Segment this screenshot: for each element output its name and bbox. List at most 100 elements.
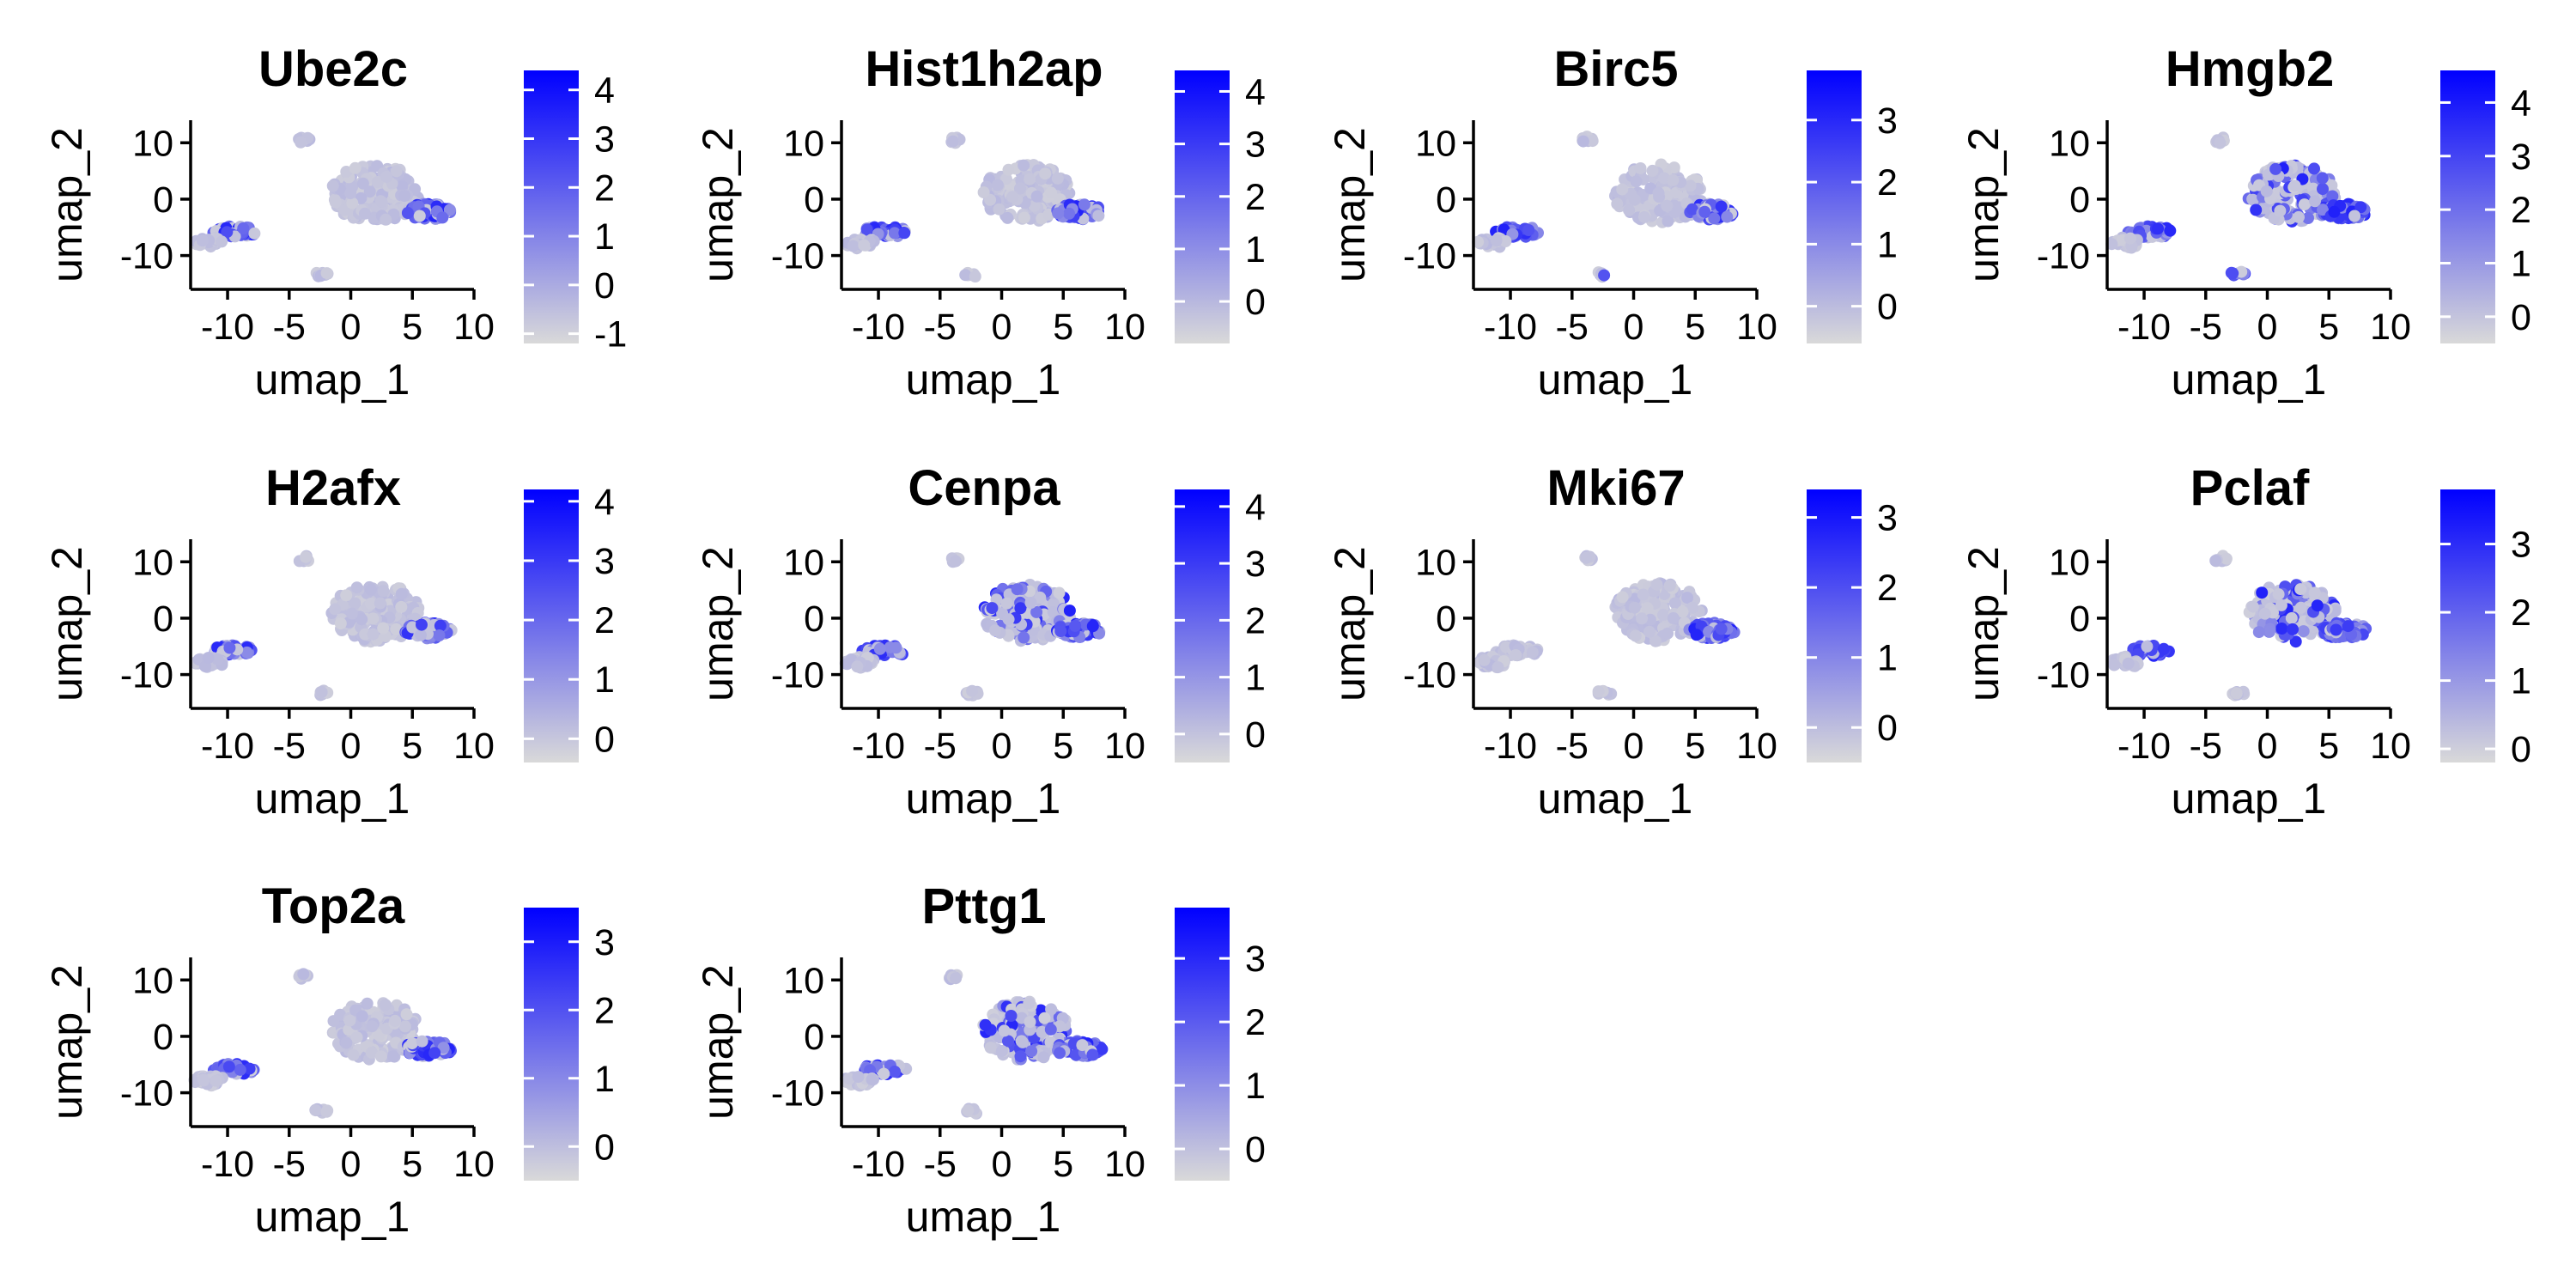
x-tick-label: 10 bbox=[2370, 307, 2411, 348]
cell-point bbox=[1002, 163, 1015, 176]
x-tick-label: -5 bbox=[2190, 726, 2222, 767]
cell-point bbox=[873, 642, 886, 655]
cell-point bbox=[1045, 1003, 1058, 1016]
cell-point bbox=[415, 629, 427, 641]
x-tick-label: -10 bbox=[1484, 307, 1537, 348]
cell-point bbox=[847, 240, 860, 252]
y-tick-label: 0 bbox=[153, 598, 173, 640]
panel-title: Birc5 bbox=[1553, 41, 1678, 97]
y-tick-label: -10 bbox=[120, 655, 173, 696]
cell-point bbox=[367, 612, 380, 625]
x-tick-label: -5 bbox=[273, 307, 306, 348]
colorbar-tick-label: 2 bbox=[1245, 1002, 1266, 1043]
cell-point bbox=[1637, 588, 1649, 601]
cell-point bbox=[1638, 210, 1650, 223]
y-axis-title: umap_2 bbox=[694, 964, 742, 1120]
colorbar bbox=[2440, 70, 2495, 343]
x-tick-label: 10 bbox=[1104, 726, 1145, 767]
cell-point bbox=[888, 227, 901, 240]
x-tick-label: 5 bbox=[1053, 726, 1073, 767]
cell-point bbox=[240, 646, 253, 659]
cell-point bbox=[1686, 203, 1698, 216]
cell-points bbox=[839, 552, 1106, 702]
x-axis-title: umap_1 bbox=[906, 355, 1061, 404]
x-tick-label: 0 bbox=[2257, 307, 2278, 348]
y-tick-label: 0 bbox=[2069, 598, 2090, 640]
cell-point bbox=[386, 1050, 399, 1063]
cell-point bbox=[196, 234, 209, 247]
x-axis-title: umap_1 bbox=[255, 1193, 410, 1241]
cell-point bbox=[1681, 592, 1694, 605]
cell-point bbox=[1054, 1047, 1066, 1060]
cell-point bbox=[2309, 195, 2321, 208]
x-tick-label: -5 bbox=[2190, 307, 2222, 348]
cell-point bbox=[1018, 211, 1030, 224]
cell-point bbox=[1510, 649, 1522, 661]
cell-point bbox=[2288, 179, 2301, 192]
x-tick-label: 10 bbox=[1736, 307, 1777, 348]
cell-point bbox=[1030, 605, 1043, 618]
y-tick-label: 0 bbox=[2069, 179, 2090, 221]
colorbar-tick-label: 1 bbox=[2511, 661, 2531, 702]
cell-point bbox=[1623, 204, 1636, 216]
cell-point bbox=[349, 597, 361, 610]
cell-point bbox=[405, 1037, 418, 1050]
cell-point bbox=[1478, 653, 1491, 666]
cell-points bbox=[189, 550, 458, 702]
cell-point bbox=[1636, 612, 1649, 625]
colorbar bbox=[1175, 908, 1230, 1181]
cell-point bbox=[890, 641, 902, 654]
cell-point bbox=[1023, 997, 1036, 1010]
cell-point bbox=[401, 207, 414, 219]
x-tick-label: -10 bbox=[2117, 726, 2171, 767]
cell-point bbox=[2317, 204, 2330, 216]
y-axis-title: umap_2 bbox=[43, 546, 91, 702]
cell-point bbox=[995, 1045, 1008, 1057]
y-tick-label: 0 bbox=[804, 598, 824, 640]
cell-point bbox=[977, 186, 990, 198]
cell-point bbox=[364, 598, 377, 610]
x-axis-title: umap_1 bbox=[1538, 775, 1693, 823]
cell-point bbox=[1690, 629, 1703, 641]
cell-point bbox=[1661, 199, 1674, 212]
cell-point bbox=[1069, 619, 1082, 632]
cell-point bbox=[1045, 186, 1057, 199]
cell-point bbox=[377, 585, 390, 598]
cell-point bbox=[1053, 586, 1066, 599]
cell-point bbox=[1063, 207, 1076, 220]
y-axis-title: umap_2 bbox=[694, 546, 742, 702]
panel-title: Mki67 bbox=[1546, 460, 1685, 516]
cell-point bbox=[1611, 197, 1624, 210]
cell-point bbox=[390, 165, 403, 178]
cell-point bbox=[1643, 625, 1656, 638]
cell-point bbox=[355, 1010, 368, 1023]
x-tick-label: 5 bbox=[1685, 726, 1705, 767]
cell-point bbox=[950, 555, 962, 568]
panel-title: Pttg1 bbox=[922, 878, 1047, 934]
colorbar bbox=[524, 908, 579, 1181]
cell-point bbox=[1028, 199, 1041, 212]
cell-point bbox=[395, 600, 408, 613]
cell-point bbox=[984, 1042, 997, 1054]
x-tick-label: -10 bbox=[201, 307, 254, 348]
y-tick-label: 10 bbox=[783, 960, 824, 1001]
colorbar-tick-label: 1 bbox=[2511, 243, 2531, 284]
cell-point bbox=[1018, 631, 1030, 644]
colorbar-tick-label: 2 bbox=[2511, 190, 2531, 231]
cell-point bbox=[1047, 605, 1060, 618]
cell-point bbox=[1668, 597, 1681, 610]
cell-point bbox=[1096, 1042, 1109, 1055]
cell-point bbox=[988, 624, 1001, 637]
x-tick-label: -5 bbox=[1556, 307, 1589, 348]
cell-point bbox=[1044, 1023, 1057, 1036]
colorbar bbox=[524, 489, 579, 762]
y-axis-title: umap_2 bbox=[1326, 127, 1374, 283]
cell-point bbox=[1086, 1048, 1099, 1061]
cell-point bbox=[866, 1073, 878, 1086]
colorbar-tick-label: 2 bbox=[1245, 177, 1266, 218]
cell-point bbox=[428, 1047, 441, 1060]
cell-points bbox=[2107, 550, 2372, 702]
cell-point bbox=[334, 1008, 347, 1021]
